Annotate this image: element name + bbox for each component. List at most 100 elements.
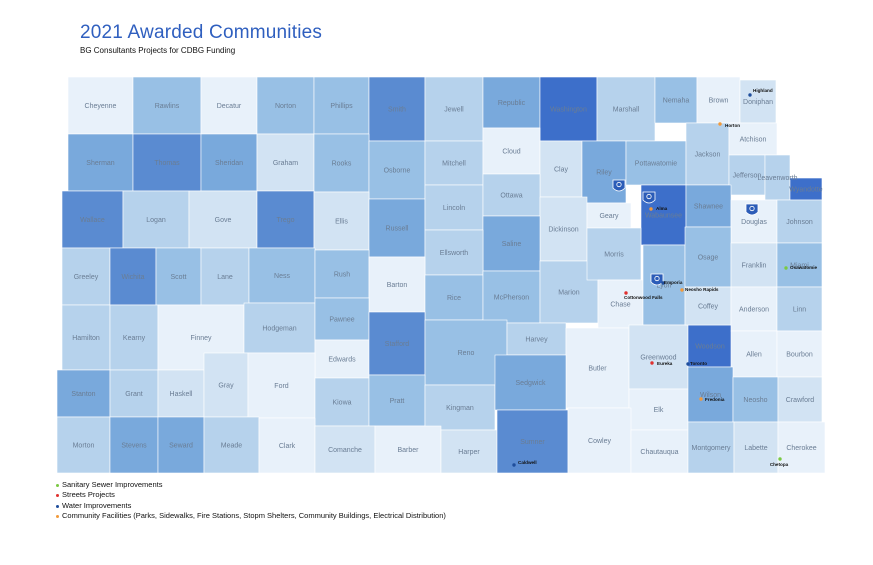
county-jackson <box>685 122 730 186</box>
county-label-kingman: Kingman <box>446 405 474 412</box>
county-label-franklin: Franklin <box>742 263 767 270</box>
county-osborne <box>368 140 426 200</box>
county-atchison <box>728 122 778 156</box>
county-label-hamilton: Hamilton <box>72 335 100 342</box>
legend-dot-icon <box>56 514 59 518</box>
county-riley <box>581 140 627 204</box>
county-label-chautauqua: Chautauqua <box>640 449 678 456</box>
county-label-pawnee: Pawnee <box>329 317 354 324</box>
county-butler <box>565 327 630 409</box>
legend-label: Water Improvements <box>62 500 132 510</box>
county-label-decatur: Decatur <box>217 103 242 110</box>
county-label-stanton: Stanton <box>71 391 95 398</box>
county-label-edwards: Edwards <box>328 357 356 364</box>
county-gove <box>188 190 258 249</box>
county-label-clark: Clark <box>279 443 296 450</box>
county-label-leavenworth: Leavenworth <box>757 175 797 182</box>
city-label-horton: Horton <box>725 123 740 128</box>
county-label-doniphan: Doniphan <box>743 99 773 106</box>
county-label-ottawa: Ottawa <box>500 193 522 200</box>
legend-dot-icon <box>56 504 59 508</box>
city-dot-cottonwood-falls <box>624 291 628 295</box>
county-pawnee <box>314 297 370 341</box>
county-label-stevens: Stevens <box>121 443 147 450</box>
county-label-haskell: Haskell <box>170 391 193 398</box>
county-rooks <box>313 133 370 193</box>
legend-dot-icon <box>56 494 59 498</box>
county-label-elk: Elk <box>654 407 664 414</box>
county-label-phillips: Phillips <box>330 103 353 110</box>
county-graham <box>256 133 315 192</box>
county-label-harvey: Harvey <box>525 337 548 344</box>
county-ellis <box>313 191 370 251</box>
county-label-reno: Reno <box>458 350 475 357</box>
legend-label: Streets Projects <box>62 490 115 500</box>
county-label-morris: Morris <box>604 252 624 259</box>
county-label-republic: Republic <box>498 100 526 107</box>
county-label-cloud: Cloud <box>502 149 520 156</box>
county-label-washington: Washington <box>550 107 587 114</box>
county-woodson <box>687 324 733 368</box>
county-label-butler: Butler <box>588 366 607 373</box>
city-dot-neosho-rapids <box>680 288 684 292</box>
county-bourbon <box>776 330 823 378</box>
county-osage <box>684 226 732 288</box>
city-dot-horton <box>718 122 722 126</box>
county-label-douglas: Douglas <box>741 219 767 226</box>
county-label-hodgeman: Hodgeman <box>262 326 296 333</box>
county-label-miami: Miami <box>790 263 809 270</box>
county-label-gray: Gray <box>218 383 234 390</box>
county-label-atchison: Atchison <box>740 137 767 144</box>
county-label-ford: Ford <box>274 383 289 390</box>
county-norton <box>256 76 315 135</box>
county-label-ness: Ness <box>274 273 290 280</box>
county-label-stafford: Stafford <box>385 341 409 348</box>
county-label-finney: Finney <box>190 335 212 342</box>
county-grant <box>109 369 159 418</box>
map-subtitle: BG Consultants Projects for CDBG Funding <box>80 46 236 55</box>
county-harvey <box>506 322 567 356</box>
county-ellsworth <box>424 229 484 276</box>
county-label-meade: Meade <box>221 443 243 450</box>
county-label-jewell: Jewell <box>444 107 464 114</box>
county-smith <box>368 76 426 142</box>
county-label-wallace: Wallace <box>80 217 105 224</box>
county-label-neosho: Neosho <box>743 397 767 404</box>
map-title: 2021 Awarded Communities <box>80 22 323 43</box>
county-scott <box>155 247 202 306</box>
county-label-chase: Chase <box>610 302 630 309</box>
county-label-scott: Scott <box>171 274 187 281</box>
county-label-clay: Clay <box>554 167 569 174</box>
county-comanche <box>314 425 376 474</box>
county-label-pottawatomie: Pottawatomie <box>635 161 678 168</box>
county-morris <box>586 227 642 281</box>
city-label-neosho-rapids: Neosho Rapids <box>685 287 719 292</box>
county-label-barton: Barton <box>387 282 408 289</box>
county-saline <box>482 215 541 272</box>
county-label-barber: Barber <box>397 447 419 454</box>
county-geary <box>586 202 632 229</box>
community-shield-icon <box>745 203 759 216</box>
county-label-comanche: Comanche <box>328 447 362 454</box>
county-crawford <box>777 376 823 423</box>
county-label-kiowa: Kiowa <box>332 400 351 407</box>
legend-label: Community Facilities (Parks, Sidewalks, … <box>62 511 446 521</box>
city-label-chetopa: Chetopa <box>770 462 789 467</box>
county-rush <box>314 249 370 299</box>
county-label-trego: Trego <box>276 217 294 224</box>
county-sedgwick <box>494 354 567 411</box>
county-label-brown: Brown <box>709 98 729 105</box>
county-sherman <box>67 133 134 192</box>
county-russell <box>368 198 426 258</box>
county-label-montgomery: Montgomery <box>692 445 731 452</box>
county-label-rice: Rice <box>447 295 461 302</box>
county-label-osage: Osage <box>698 255 719 262</box>
county-ness <box>248 247 316 304</box>
county-chautauqua <box>630 429 689 474</box>
city-label-highland: Highland <box>753 88 773 93</box>
city-label-osawatomie: Osawatomie <box>790 265 818 270</box>
legend-item-streets: Streets Projects <box>56 490 446 500</box>
county-label-graham: Graham <box>273 160 298 167</box>
county-chase <box>597 279 644 329</box>
county-seward <box>157 416 205 474</box>
